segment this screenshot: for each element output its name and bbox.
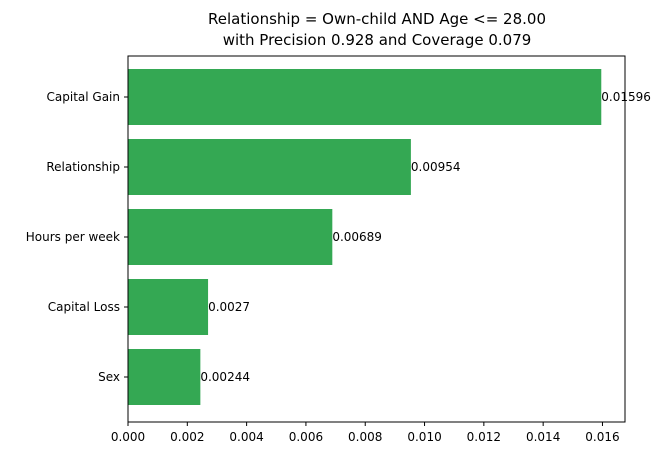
- x-tick-label: 0.000: [111, 430, 145, 444]
- x-tick-label: 0.006: [289, 430, 323, 444]
- bar-capital-loss: [128, 279, 209, 335]
- plot-frame: [127, 55, 626, 423]
- x-tick-label: 0.014: [526, 430, 560, 444]
- x-axis: 0.000 0.002 0.004 0.006 0.008 0.010 0.012 0.014…: [111, 422, 620, 444]
- bar-capital-gain: [128, 69, 602, 125]
- y-tick-label: Capital Loss: [48, 300, 120, 314]
- bar-hours-per-week: [128, 209, 333, 265]
- data-label: 0.00244: [200, 370, 250, 384]
- chart-title-line-1: Relationship = Own-child AND Age <= 28.0…: [208, 10, 546, 28]
- x-tick-label: 0.008: [348, 430, 382, 444]
- x-tick-label: 0.004: [229, 430, 263, 444]
- y-tick-label: Hours per week: [26, 230, 120, 244]
- y-tick-label: Capital Gain: [47, 90, 120, 104]
- chart-title-line-2: with Precision 0.928 and Coverage 0.079: [223, 31, 532, 49]
- bar-relationship: [128, 139, 411, 195]
- data-label: 0.00689: [332, 230, 382, 244]
- bars-layer: [128, 69, 602, 405]
- data-label: 0.01596: [601, 90, 651, 104]
- x-tick-label: 0.012: [467, 430, 501, 444]
- x-tick-label: 0.010: [407, 430, 441, 444]
- bar-sex: [128, 349, 201, 405]
- data-label: 0.0027: [208, 300, 250, 314]
- y-tick-label: Sex: [98, 370, 120, 384]
- data-label: 0.00954: [411, 160, 461, 174]
- x-tick-label: 0.016: [585, 430, 619, 444]
- y-tick-label: Relationship: [46, 160, 120, 174]
- x-tick-label: 0.002: [170, 430, 204, 444]
- data-labels: 0.01596 0.00954 0.00689 0.0027 0.00244: [200, 90, 651, 384]
- y-axis: Capital Gain Relationship Hours per week Ca…: [26, 90, 128, 384]
